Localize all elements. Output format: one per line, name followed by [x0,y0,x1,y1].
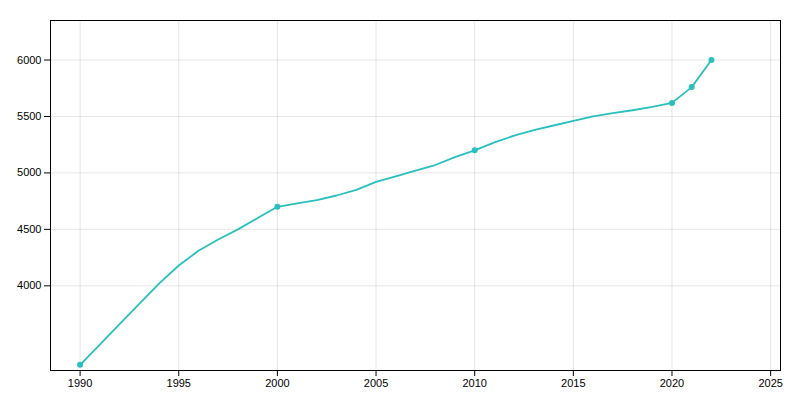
svg-text:2020: 2020 [660,377,684,389]
svg-text:2005: 2005 [364,377,388,389]
svg-text:2025: 2025 [758,377,782,389]
svg-text:2010: 2010 [462,377,486,389]
svg-text:5000: 5000 [17,166,41,178]
svg-text:4000: 4000 [17,279,41,291]
svg-text:5500: 5500 [17,110,41,122]
svg-text:2000: 2000 [265,377,289,389]
svg-text:6000: 6000 [17,54,41,66]
svg-text:1995: 1995 [167,377,191,389]
svg-text:1990: 1990 [68,377,92,389]
svg-text:2015: 2015 [561,377,585,389]
svg-text:4500: 4500 [17,223,41,235]
